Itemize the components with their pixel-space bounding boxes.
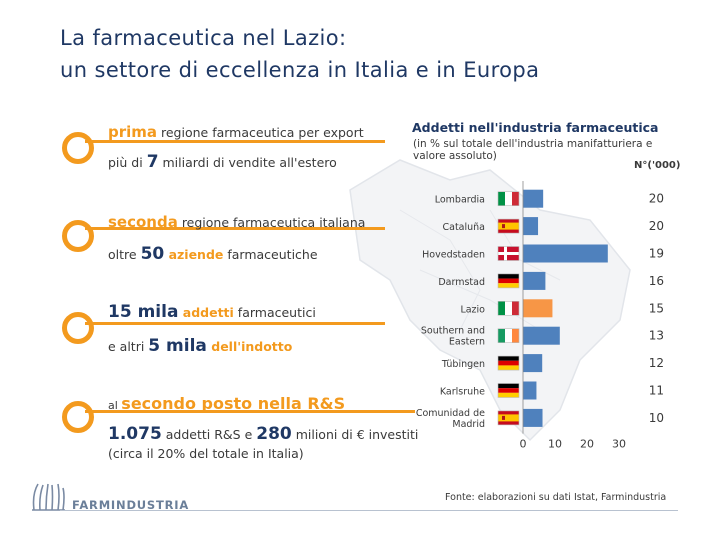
value-label: 19 — [649, 247, 664, 261]
fact-sales-num: 7 — [146, 152, 159, 172]
x-tick-label: 10 — [548, 438, 562, 451]
fact-export: prima regione farmaceutica per export — [108, 123, 364, 141]
value-label: 16 — [649, 274, 664, 288]
fact-rd-invest-mid: addetti R&S e — [161, 427, 257, 442]
title-line-1: La farmaceutica nel Lazio: — [60, 26, 347, 50]
fact-export-rest: regione farmaceutica per export — [157, 125, 364, 140]
category-label: Lazio — [460, 304, 485, 315]
fact-employees-rest: farmaceutici — [233, 305, 316, 320]
fact-second-region: seconda regione farmaceutica italiana — [108, 213, 365, 231]
bar-darmstad — [523, 271, 546, 290]
flag-de-icon — [497, 273, 520, 289]
bar-t-bingen — [523, 354, 543, 373]
flag-es-icon — [497, 410, 520, 426]
bar-karlsruhe — [523, 381, 537, 400]
fact-companies: oltre 50 aziende farmaceutiche — [108, 244, 318, 264]
bar-hovedstaden — [523, 244, 608, 263]
separator-2 — [85, 227, 385, 230]
bullet-ring-2 — [62, 220, 94, 252]
fact-induced-mid: dell'indotto — [206, 339, 293, 354]
category-label: Cataluña — [442, 222, 485, 233]
fact-second-region-strong: seconda — [108, 213, 178, 231]
flag-it-icon — [497, 301, 520, 316]
category-label: Tübingen — [441, 359, 485, 370]
value-label: 10 — [649, 411, 664, 425]
fact-employees-mid: addetti — [178, 305, 234, 320]
chart-unit-label: N°('000) — [634, 160, 681, 171]
value-label: 15 — [649, 301, 664, 315]
category-label: Comunidad de Madrid — [416, 408, 485, 430]
bar-lombardia — [523, 189, 544, 208]
fact-sales-rest: miliardi di vendite all'estero — [158, 155, 337, 170]
value-label: 20 — [649, 219, 664, 233]
chart-subtitle: (in % sul totale dell'industria manifatt… — [413, 138, 653, 162]
x-tick-label: 30 — [612, 438, 626, 451]
fact-sales-pre: più di — [108, 155, 147, 170]
value-label: 12 — [649, 356, 664, 370]
fact-rd-rank-pre: al — [108, 399, 122, 412]
bullet-ring-4 — [62, 401, 94, 433]
bullet-ring-3 — [62, 312, 94, 344]
separator-1 — [85, 140, 385, 143]
category-label: Lombardia — [435, 195, 485, 206]
flag-es-icon — [497, 218, 520, 234]
fact-employees: 15 mila addetti farmaceutici — [108, 302, 316, 322]
fact-export-strong: prima — [108, 123, 158, 141]
fact-second-region-rest: regione farmaceutica italiana — [177, 215, 366, 230]
bar-comunidad-de-madrid — [523, 408, 543, 427]
fact-induced-num: 5 mila — [148, 336, 207, 356]
x-tick-label: 0 — [520, 438, 527, 451]
fact-companies-rest: farmaceutiche — [223, 247, 318, 262]
category-label: Darmstad — [438, 277, 485, 288]
fact-sales: più di 7 miliardi di vendite all'estero — [108, 152, 337, 172]
page-title: La farmaceutica nel Lazio: un settore di… — [60, 22, 539, 86]
separator-3 — [85, 322, 385, 325]
footer-divider — [60, 510, 678, 511]
category-label: Karlsruhe — [440, 387, 485, 398]
logo-text: FARMINDUSTRIA — [72, 498, 190, 512]
fact-companies-num: 50 — [140, 244, 165, 264]
fact-employees-num: 15 mila — [108, 302, 179, 322]
fact-rd-invest-num2: 280 — [256, 424, 292, 444]
chart-title: Addetti nell'industria farmaceutica — [412, 120, 659, 135]
fact-rd-rank-strong: secondo posto nella R&S — [121, 394, 346, 413]
title-line-2: un settore di eccellenza in Italia e in … — [60, 58, 540, 82]
separator-4 — [85, 410, 415, 413]
fact-rd-invest: 1.075 addetti R&S e 280 milioni di € inv… — [108, 424, 418, 444]
bar-catalu-a — [523, 217, 539, 236]
flag-de-icon — [497, 383, 520, 398]
farmindustria-logo-icon — [32, 483, 65, 511]
fact-rd-share: (circa il 20% del totale in Italia) — [108, 446, 304, 461]
fact-rd-invest-rest: milioni di € investiti — [291, 427, 419, 442]
flag-ie-icon — [497, 328, 520, 343]
category-label: Southern and Eastern — [421, 326, 485, 348]
bar-chart: Lombardia 20 Cataluña 20 Hovedstaden 19 Darmst… — [416, 181, 664, 451]
flag-dk-icon — [497, 246, 520, 261]
fact-rd-rank: al secondo posto nella R&S — [108, 394, 345, 413]
value-label: 11 — [649, 384, 664, 398]
bar-southern-and-eastern — [523, 326, 560, 345]
value-label: 20 — [649, 192, 664, 206]
fact-induced-pre: e altri — [108, 339, 149, 354]
source-note: Fonte: elaborazioni su dati Istat, Farmi… — [445, 492, 667, 503]
bullet-ring-1 — [62, 132, 94, 164]
value-label: 13 — [649, 329, 664, 343]
x-tick-label: 20 — [580, 438, 594, 451]
fact-rd-invest-num1: 1.075 — [108, 424, 162, 444]
fact-companies-pre: oltre — [108, 247, 141, 262]
bar-lazio — [523, 299, 553, 318]
fact-companies-mid: aziende — [164, 247, 224, 262]
fact-induced: e altri 5 mila dell'indotto — [108, 336, 292, 356]
flag-it-icon — [497, 191, 520, 206]
category-label: Hovedstaden — [422, 250, 485, 261]
flag-de-icon — [497, 355, 520, 371]
